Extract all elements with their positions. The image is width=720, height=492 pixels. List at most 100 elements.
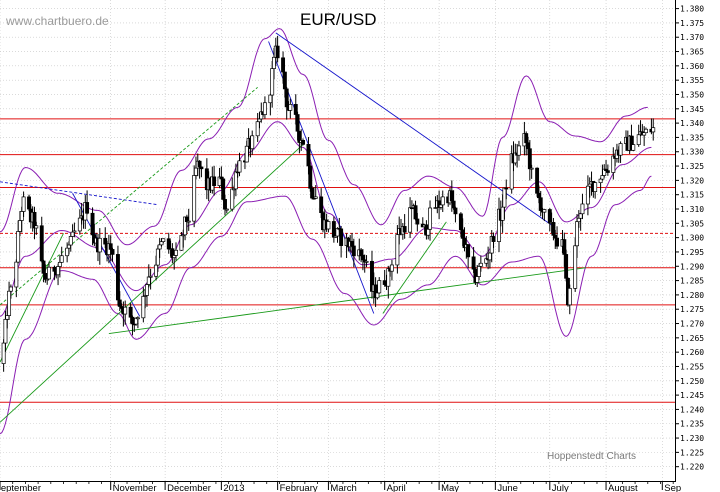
y-tick-label: 1.280 <box>680 291 704 300</box>
y-tick-label: 1.255 <box>680 362 704 371</box>
candle-body <box>553 235 558 239</box>
candle-body <box>301 140 305 145</box>
candle-body <box>270 68 275 96</box>
y-tick-label: 1.250 <box>680 377 704 386</box>
green-trendline <box>382 221 447 314</box>
candle-body <box>471 256 476 270</box>
candle-body <box>502 187 507 208</box>
candle-body <box>47 266 51 280</box>
candle-body <box>535 167 540 194</box>
candle-body <box>460 229 465 239</box>
candle-body <box>70 231 75 237</box>
candle-body <box>440 196 445 206</box>
candle-body <box>108 243 113 250</box>
candle-body <box>39 225 44 262</box>
candle-body <box>34 225 39 229</box>
candles <box>1 35 656 372</box>
candle-body <box>564 254 569 279</box>
y-tick-label: 1.370 <box>680 33 704 42</box>
candle-body <box>538 197 543 211</box>
candle-body <box>237 160 242 173</box>
candle-body <box>7 290 12 316</box>
bollinger-upper <box>0 28 648 246</box>
candle-body <box>284 88 289 108</box>
y-tick-label: 1.270 <box>680 320 704 329</box>
candle-body <box>223 199 227 210</box>
y-tick-label: 1.330 <box>680 148 704 157</box>
candle-body <box>351 245 356 257</box>
candle-body <box>68 236 73 246</box>
candle-body <box>130 316 135 325</box>
green-trendline <box>0 233 64 363</box>
candle-body <box>478 262 483 267</box>
candle-body <box>428 207 432 230</box>
candle-body <box>375 292 380 299</box>
candle-body <box>359 249 364 256</box>
x-axis: September November December 2013 February Mar… <box>0 481 681 492</box>
candle-body <box>282 71 287 90</box>
blue-trendline <box>0 181 158 206</box>
candle-body <box>255 121 260 137</box>
candle-body <box>402 226 407 233</box>
y-tick-label: 1.290 <box>680 262 704 271</box>
candle-body <box>644 128 648 134</box>
candle-body <box>166 238 171 250</box>
candle-body <box>313 196 318 199</box>
candle-body <box>377 280 382 294</box>
x-tick-label: August <box>608 483 638 492</box>
candle-body <box>524 133 529 144</box>
candle-body <box>547 209 552 224</box>
candle-body <box>224 208 229 211</box>
credit-label: Hoppenstedt Charts <box>547 451 636 462</box>
candle-body <box>360 254 365 261</box>
candle-body <box>110 249 115 255</box>
y-tick-label: 1.375 <box>680 19 704 28</box>
y-tick-label: 1.275 <box>680 305 704 314</box>
candle-body <box>308 165 313 189</box>
candle-body <box>157 244 162 250</box>
candle-body <box>618 143 623 156</box>
candle-body <box>41 260 46 274</box>
candle-body <box>293 104 298 115</box>
candle-body <box>331 221 336 238</box>
candle-body <box>598 178 603 184</box>
x-tick-label: June <box>497 483 518 492</box>
y-tick-label: 1.230 <box>680 434 704 443</box>
candle-body <box>350 241 354 247</box>
candle-body <box>491 236 496 242</box>
candle-body <box>275 45 280 59</box>
candle-body <box>339 228 344 246</box>
candle-body <box>453 207 458 215</box>
candle-body <box>295 114 300 132</box>
candle-body <box>288 104 293 111</box>
candle-body <box>230 188 235 210</box>
candle-body <box>19 211 24 221</box>
y-tick-label: 1.225 <box>680 448 704 457</box>
candle-body <box>542 209 547 213</box>
candle-body <box>575 221 579 247</box>
y-tick-label: 1.360 <box>680 62 704 71</box>
candle-body <box>551 222 556 236</box>
candle-body <box>475 276 480 283</box>
candle-body <box>221 178 226 200</box>
candle-body <box>257 118 262 123</box>
candle-body <box>272 56 276 69</box>
candle-body <box>59 255 64 263</box>
candle-body <box>159 241 164 246</box>
candle-body <box>145 284 149 296</box>
green-trendline <box>0 144 304 423</box>
candle-body <box>449 190 454 202</box>
candle-body <box>631 144 636 151</box>
y-tick-label: 1.235 <box>680 420 704 429</box>
x-tick-label: September <box>0 483 41 492</box>
y-tick-label: 1.340 <box>680 119 704 128</box>
candle-body <box>593 182 598 192</box>
candle-body <box>477 266 481 277</box>
y-tick-label: 1.285 <box>680 277 704 286</box>
candle-body <box>65 247 70 257</box>
y-tick-label: 1.260 <box>680 348 704 357</box>
candle-body <box>636 134 641 145</box>
candle-body <box>199 166 204 170</box>
y-tick-label: 1.380 <box>680 5 704 14</box>
